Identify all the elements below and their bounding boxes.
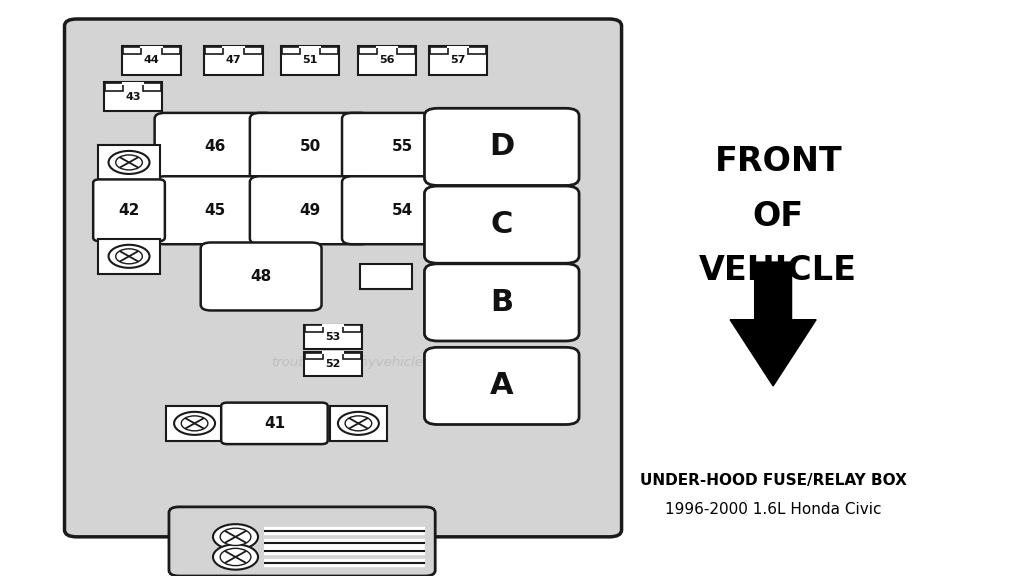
Text: B: B — [490, 288, 513, 317]
FancyBboxPatch shape — [358, 46, 416, 75]
Bar — [98, 145, 160, 180]
Text: 46: 46 — [205, 139, 225, 154]
Circle shape — [345, 416, 372, 431]
FancyBboxPatch shape — [250, 176, 371, 244]
Bar — [166, 406, 223, 441]
Text: 55: 55 — [392, 139, 413, 154]
Bar — [468, 47, 486, 54]
Text: 57: 57 — [450, 55, 466, 66]
FancyBboxPatch shape — [281, 46, 339, 75]
Text: UNDER-HOOD FUSE/RELAY BOX: UNDER-HOOD FUSE/RELAY BOX — [640, 473, 906, 488]
FancyBboxPatch shape — [221, 403, 328, 444]
Text: 56: 56 — [379, 55, 395, 66]
Text: 45: 45 — [205, 203, 225, 218]
Text: A: A — [489, 372, 514, 400]
Text: FRONT: FRONT — [715, 145, 842, 178]
Bar — [222, 46, 245, 48]
FancyBboxPatch shape — [65, 19, 622, 537]
FancyBboxPatch shape — [424, 186, 580, 263]
FancyBboxPatch shape — [342, 176, 463, 244]
Bar — [330, 406, 387, 441]
FancyBboxPatch shape — [424, 347, 580, 425]
Bar — [322, 324, 344, 327]
Text: 43: 43 — [125, 92, 141, 102]
Bar — [322, 351, 344, 354]
Bar — [282, 47, 300, 54]
Bar — [358, 47, 377, 54]
FancyBboxPatch shape — [155, 176, 275, 244]
Circle shape — [220, 528, 251, 545]
Bar — [305, 325, 323, 332]
Bar — [299, 46, 322, 48]
Text: 54: 54 — [392, 203, 413, 218]
FancyBboxPatch shape — [155, 113, 275, 181]
Circle shape — [109, 245, 150, 268]
Bar — [321, 47, 338, 54]
Polygon shape — [730, 262, 816, 386]
Text: D: D — [489, 132, 514, 161]
Text: 51: 51 — [302, 55, 318, 66]
Text: OF: OF — [753, 199, 804, 233]
Bar — [305, 353, 323, 359]
FancyBboxPatch shape — [201, 242, 322, 310]
Circle shape — [116, 155, 142, 170]
Text: 50: 50 — [300, 139, 321, 154]
Bar — [360, 264, 412, 289]
FancyBboxPatch shape — [303, 325, 362, 349]
Text: 53: 53 — [326, 332, 340, 342]
Text: 47: 47 — [225, 55, 242, 66]
Bar — [162, 47, 180, 54]
Bar — [343, 325, 361, 332]
Text: 41: 41 — [264, 416, 285, 431]
Text: 49: 49 — [300, 203, 321, 218]
Circle shape — [220, 548, 251, 566]
Bar — [430, 47, 447, 54]
FancyBboxPatch shape — [250, 113, 371, 181]
Circle shape — [174, 412, 215, 435]
Bar — [140, 46, 163, 48]
Bar — [397, 47, 416, 54]
Bar — [205, 47, 223, 54]
Circle shape — [213, 544, 258, 570]
Bar — [376, 46, 398, 48]
FancyBboxPatch shape — [123, 46, 180, 75]
Text: 48: 48 — [251, 269, 271, 284]
FancyBboxPatch shape — [303, 352, 362, 376]
Text: 1996-2000 1.6L Honda Civic: 1996-2000 1.6L Honda Civic — [665, 502, 882, 517]
Circle shape — [338, 412, 379, 435]
Text: troubleshootmyvehicle.com: troubleshootmyvehicle.com — [271, 357, 456, 369]
Circle shape — [213, 524, 258, 550]
FancyBboxPatch shape — [205, 46, 262, 75]
Text: C: C — [490, 210, 513, 239]
FancyBboxPatch shape — [424, 108, 580, 185]
Bar — [343, 353, 361, 359]
Text: 52: 52 — [325, 359, 341, 369]
Bar — [105, 83, 123, 90]
Bar — [98, 239, 160, 274]
FancyBboxPatch shape — [93, 180, 165, 241]
FancyBboxPatch shape — [424, 264, 580, 341]
Bar — [446, 46, 469, 48]
FancyBboxPatch shape — [428, 46, 487, 75]
Circle shape — [116, 249, 142, 264]
Text: VEHICLE: VEHICLE — [699, 254, 857, 287]
Bar — [123, 47, 141, 54]
Text: 42: 42 — [119, 203, 139, 218]
FancyBboxPatch shape — [104, 82, 162, 111]
FancyBboxPatch shape — [169, 507, 435, 576]
Circle shape — [181, 416, 208, 431]
Bar — [122, 82, 144, 85]
Circle shape — [109, 151, 150, 174]
Bar — [244, 47, 262, 54]
FancyBboxPatch shape — [342, 113, 463, 181]
Text: 44: 44 — [143, 55, 160, 66]
Bar — [143, 83, 162, 90]
